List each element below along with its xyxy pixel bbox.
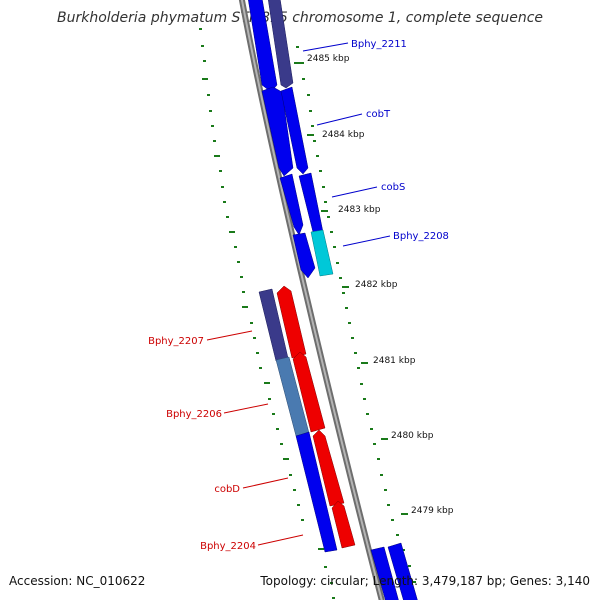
- gene-label-bphy-2211[interactable]: Bphy_2211: [351, 39, 407, 50]
- genome-summary-text: Topology: circular; Length: 3,479,187 bp…: [260, 574, 590, 588]
- gene-feature[interactable]: [387, 542, 418, 600]
- gene-label-bphy-2204[interactable]: Bphy_2204: [200, 541, 256, 552]
- gene-label-bphy-2206[interactable]: Bphy_2206: [166, 409, 222, 420]
- map-title: Burkholderia phymatum STM815 chromosome …: [56, 10, 543, 26]
- major-tick-marks: [294, 62, 408, 515]
- label-leader-lines: [206, 42, 391, 546]
- gene-feature-bphy-2208[interactable]: [310, 229, 334, 277]
- tick-label: 2480 kbp: [391, 431, 434, 441]
- gene-feature[interactable]: [261, 86, 294, 177]
- gene-feature[interactable]: [279, 173, 304, 236]
- gene-label-cobs[interactable]: cobS: [381, 182, 405, 193]
- gene-label-cobt[interactable]: cobT: [366, 109, 391, 120]
- gene-feature[interactable]: [276, 285, 307, 359]
- gene-feature-bphy-2211[interactable]: [268, 0, 294, 89]
- tick-label: 2484 kbp: [322, 130, 365, 140]
- tick-label: 2479 kbp: [411, 506, 454, 516]
- tick-label: 2485 kbp: [307, 54, 350, 64]
- gene-label-bphy-2207[interactable]: Bphy_2207: [148, 336, 204, 347]
- gene-label-bphy-2208[interactable]: Bphy_2208: [393, 231, 449, 242]
- gene-feature-cobd[interactable]: [295, 431, 338, 553]
- tick-label: 2482 kbp: [355, 280, 398, 290]
- tick-label: 2483 kbp: [338, 205, 381, 215]
- gene-feature-cobt[interactable]: [280, 86, 309, 175]
- outer-tick-track: [296, 46, 416, 583]
- gene-feature[interactable]: [312, 429, 345, 507]
- gene-feature[interactable]: [292, 232, 316, 279]
- gene-feature-bphy-2204[interactable]: [331, 500, 356, 549]
- inner-tick-track: [199, 28, 335, 599]
- gene-feature[interactable]: [292, 351, 326, 433]
- gene-label-cobd[interactable]: cobD: [214, 484, 240, 495]
- gene-feature[interactable]: [370, 546, 399, 600]
- tick-label: 2481 kbp: [373, 356, 416, 366]
- accession-text: Accession: NC_010622: [9, 574, 146, 588]
- backbone-highlight: [240, 0, 383, 600]
